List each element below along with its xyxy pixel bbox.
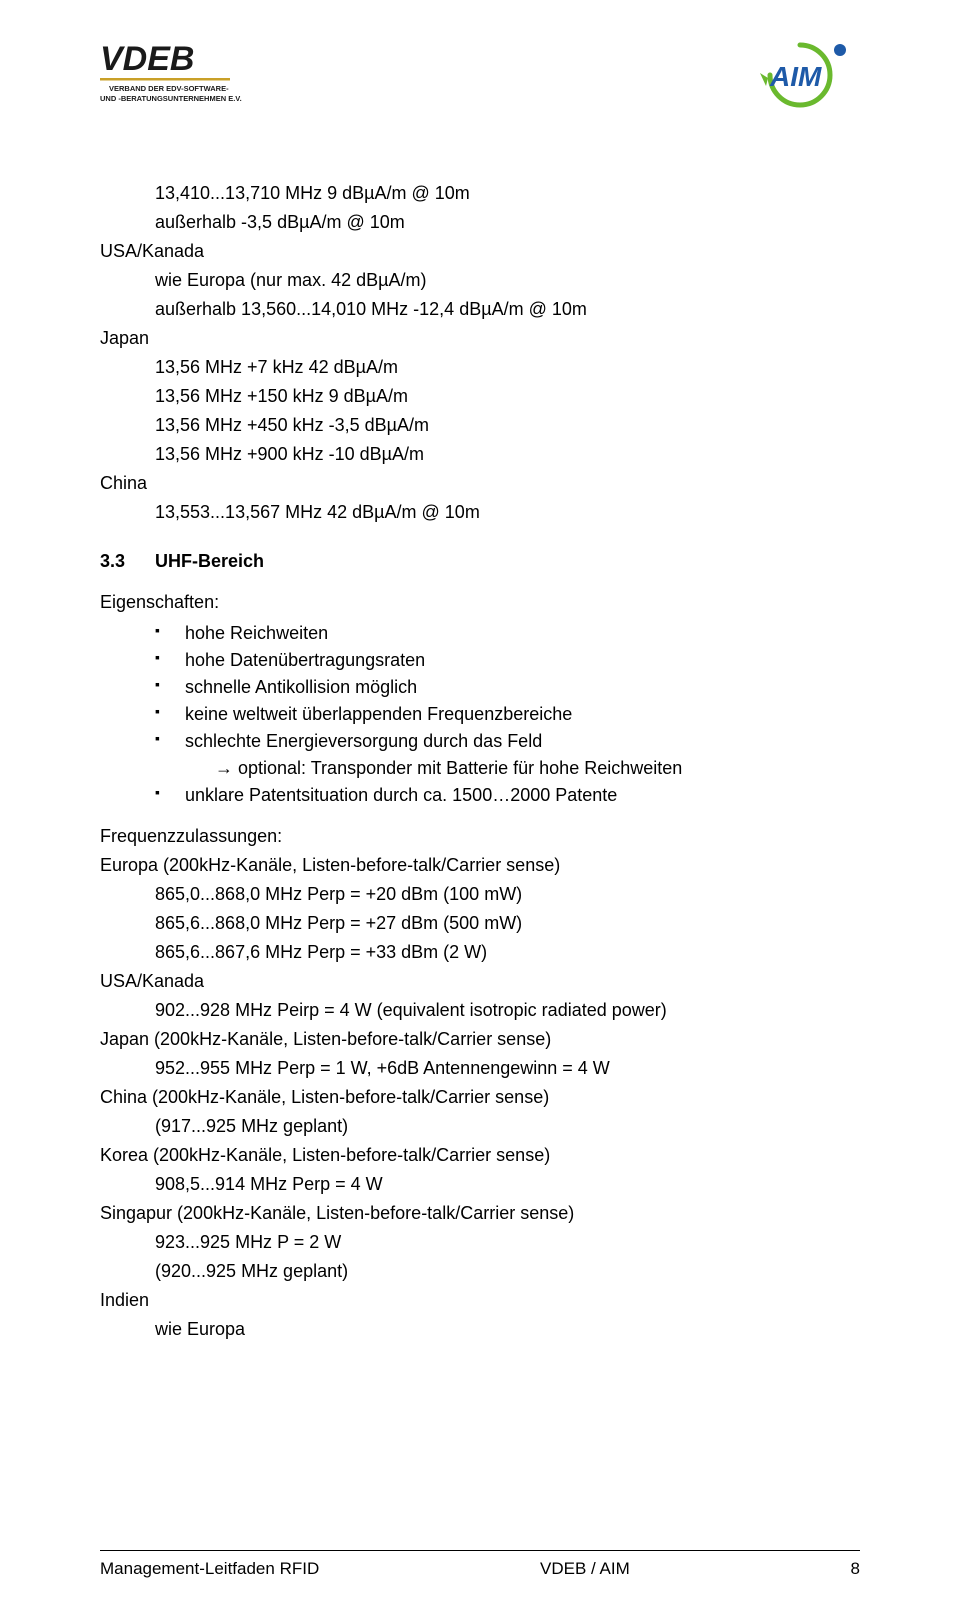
region-label: Japan (200kHz-Kanäle, Listen-before-talk… [100,1026,860,1053]
list-item: unklare Patentsituation durch ca. 1500…2… [155,782,860,809]
list-item: hohe Datenübertragungsraten [155,647,860,674]
text-line: außerhalb -3,5 dBµA/m @ 10m [155,209,860,236]
region-label: Europa (200kHz-Kanäle, Listen-before-tal… [100,852,860,879]
list-item-subtext: → optional: Transponder mit Batterie für… [215,755,860,782]
vdeb-logo: VDEB VERBAND DER EDV-SOFTWARE- UND -BERA… [100,40,290,110]
aim-logo: AIM [740,40,860,110]
region-label: China (200kHz-Kanäle, Listen-before-talk… [100,1084,860,1111]
properties-label: Eigenschaften: [100,589,860,616]
section-heading: 3.3UHF-Bereich [100,548,860,575]
footer-left: Management-Leitfaden RFID [100,1559,319,1579]
freq-label: Frequenzzulassungen: [100,823,860,850]
footer-page-number: 8 [851,1559,860,1579]
text-line: 13,56 MHz +900 kHz -10 dBµA/m [155,441,860,468]
text-line: 908,5...914 MHz Perp = 4 W [155,1171,860,1198]
text-line: außerhalb 13,560...14,010 MHz -12,4 dBµA… [155,296,860,323]
svg-text:AIM: AIM [769,61,822,92]
text-line: 952...955 MHz Perp = 1 W, +6dB Antenneng… [155,1055,860,1082]
svg-text:UND -BERATUNGSUNTERNEHMEN E.V.: UND -BERATUNGSUNTERNEHMEN E.V. [100,94,242,103]
text-line: 923...925 MHz P = 2 W [155,1229,860,1256]
text-line: 865,6...868,0 MHz Perp = +27 dBm (500 mW… [155,910,860,937]
document-page: VDEB VERBAND DER EDV-SOFTWARE- UND -BERA… [0,0,960,1609]
document-body: 13,410...13,710 MHz 9 dBµA/m @ 10m außer… [100,180,860,1343]
text-line: 13,56 MHz +150 kHz 9 dBµA/m [155,383,860,410]
text-line: 902...928 MHz Peirp = 4 W (equivalent is… [155,997,860,1024]
footer-center: VDEB / AIM [540,1559,630,1579]
list-item-text: schlechte Energieversorgung durch das Fe… [185,731,542,751]
region-label: Singapur (200kHz-Kanäle, Listen-before-t… [100,1200,860,1227]
list-item: keine weltweit überlappenden Frequenzber… [155,701,860,728]
text-line: wie Europa [155,1316,860,1343]
text-line: 13,56 MHz +450 kHz -3,5 dBµA/m [155,412,860,439]
text-line: wie Europa (nur max. 42 dBµA/m) [155,267,860,294]
list-item: schlechte Energieversorgung durch das Fe… [155,728,860,782]
text-line: 865,6...867,6 MHz Perp = +33 dBm (2 W) [155,939,860,966]
page-footer: Management-Leitfaden RFID VDEB / AIM 8 [100,1550,860,1579]
text-line: 13,553...13,567 MHz 42 dBµA/m @ 10m [155,499,860,526]
page-header: VDEB VERBAND DER EDV-SOFTWARE- UND -BERA… [100,40,860,110]
region-label: USA/Kanada [100,968,860,995]
region-label: Japan [100,325,860,352]
section-title: UHF-Bereich [155,551,264,571]
text-line: (920...925 MHz geplant) [155,1258,860,1285]
properties-list: hohe Reichweiten hohe Datenübertragungsr… [155,620,860,809]
text-line: 13,56 MHz +7 kHz 42 dBµA/m [155,354,860,381]
text-line: (917...925 MHz geplant) [155,1113,860,1140]
text-line: 13,410...13,710 MHz 9 dBµA/m @ 10m [155,180,860,207]
region-label: China [100,470,860,497]
list-item: schnelle Antikollision möglich [155,674,860,701]
section-number: 3.3 [100,548,155,575]
region-label: USA/Kanada [100,238,860,265]
text-line: 865,0...868,0 MHz Perp = +20 dBm (100 mW… [155,881,860,908]
svg-text:VDEB: VDEB [100,40,194,78]
region-label: Indien [100,1287,860,1314]
region-label: Korea (200kHz-Kanäle, Listen-before-talk… [100,1142,860,1169]
svg-text:VERBAND DER EDV-SOFTWARE-: VERBAND DER EDV-SOFTWARE- [109,84,229,93]
list-item: hohe Reichweiten [155,620,860,647]
